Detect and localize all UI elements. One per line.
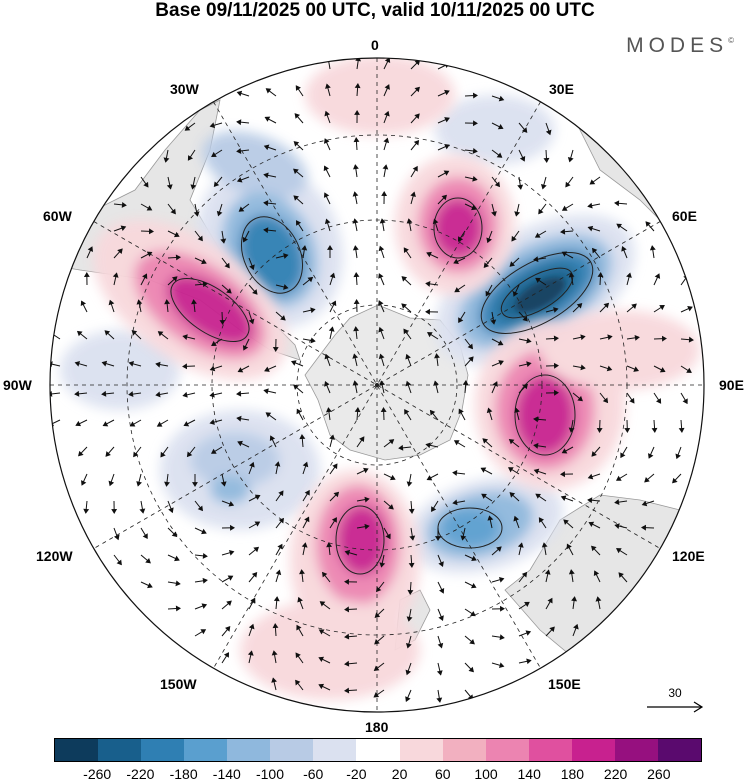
lon-label-150w: 150W [160,676,197,692]
colorbar-tick-label: -180 [169,766,198,782]
colorbar-swatch [270,739,314,761]
brand-mark: © [728,36,734,45]
colorbar-tick-label: -260 [83,766,112,782]
colorbar [54,738,702,762]
reference-vector-value: 30 [668,686,682,700]
lon-label-120e: 120E [672,548,705,564]
modes-logo: MODES© [626,34,734,58]
colorbar-tick-label: 100 [474,766,498,782]
colorbar-tick-label: -20 [346,766,367,782]
colorbar-tick-label: -60 [303,766,324,782]
colorbar-swatch [528,739,572,761]
colorbar-swatch [442,739,486,761]
colorbar-tick-label: -140 [212,766,241,782]
lon-label-90e: 90E [719,377,744,393]
arrow-right-icon [647,701,704,713]
map-border [49,57,705,713]
colorbar-swatch [614,739,658,761]
wind-vectors [50,58,694,703]
lon-label-120w: 120W [36,548,73,564]
colorbar-tick-label: 140 [517,766,541,782]
colorbar-swatch [227,739,271,761]
lon-label-60w: 60W [43,208,72,224]
map-title: Base 09/11/2025 00 UTC, valid 10/11/2025… [155,0,595,21]
colorbar-tick-label: 60 [435,766,451,782]
colorbar-swatch [356,739,400,761]
lon-label-180: 180 [365,719,389,735]
colorbar-swatch [313,739,357,761]
colorbar-swatch [657,739,701,761]
colorbar-tick-label: 180 [560,766,585,782]
lon-label-60e: 60E [672,208,697,224]
reference-vector: 30 [645,686,705,719]
lon-label-0: 0 [371,37,379,53]
colorbar-swatch [184,739,228,761]
height-anomaly-field [50,58,704,712]
colorbar-swatch [485,739,529,761]
colorbar-swatch [399,739,443,761]
lon-label-150e: 150E [548,676,581,692]
colorbar-tick-label: -220 [126,766,155,782]
colorbar-tick-label: -100 [255,766,285,782]
pole-marker [375,383,379,387]
colorbar-swatch [55,739,99,761]
colorbar-swatch [98,739,142,761]
colorbar-swatch [571,739,615,761]
graticule [50,58,704,712]
colorbar-swatch [141,739,185,761]
brand-text: MODES [626,34,729,57]
colorbar-tick-label: 260 [647,766,671,782]
lon-label-30w: 30W [170,81,199,97]
positive-anomalies [93,58,700,700]
lon-label-90w: 90W [3,377,32,393]
colorbar-tick-label: 220 [603,766,628,782]
lon-label-30e: 30E [549,81,574,97]
colorbar-tick-label: 20 [391,766,408,782]
